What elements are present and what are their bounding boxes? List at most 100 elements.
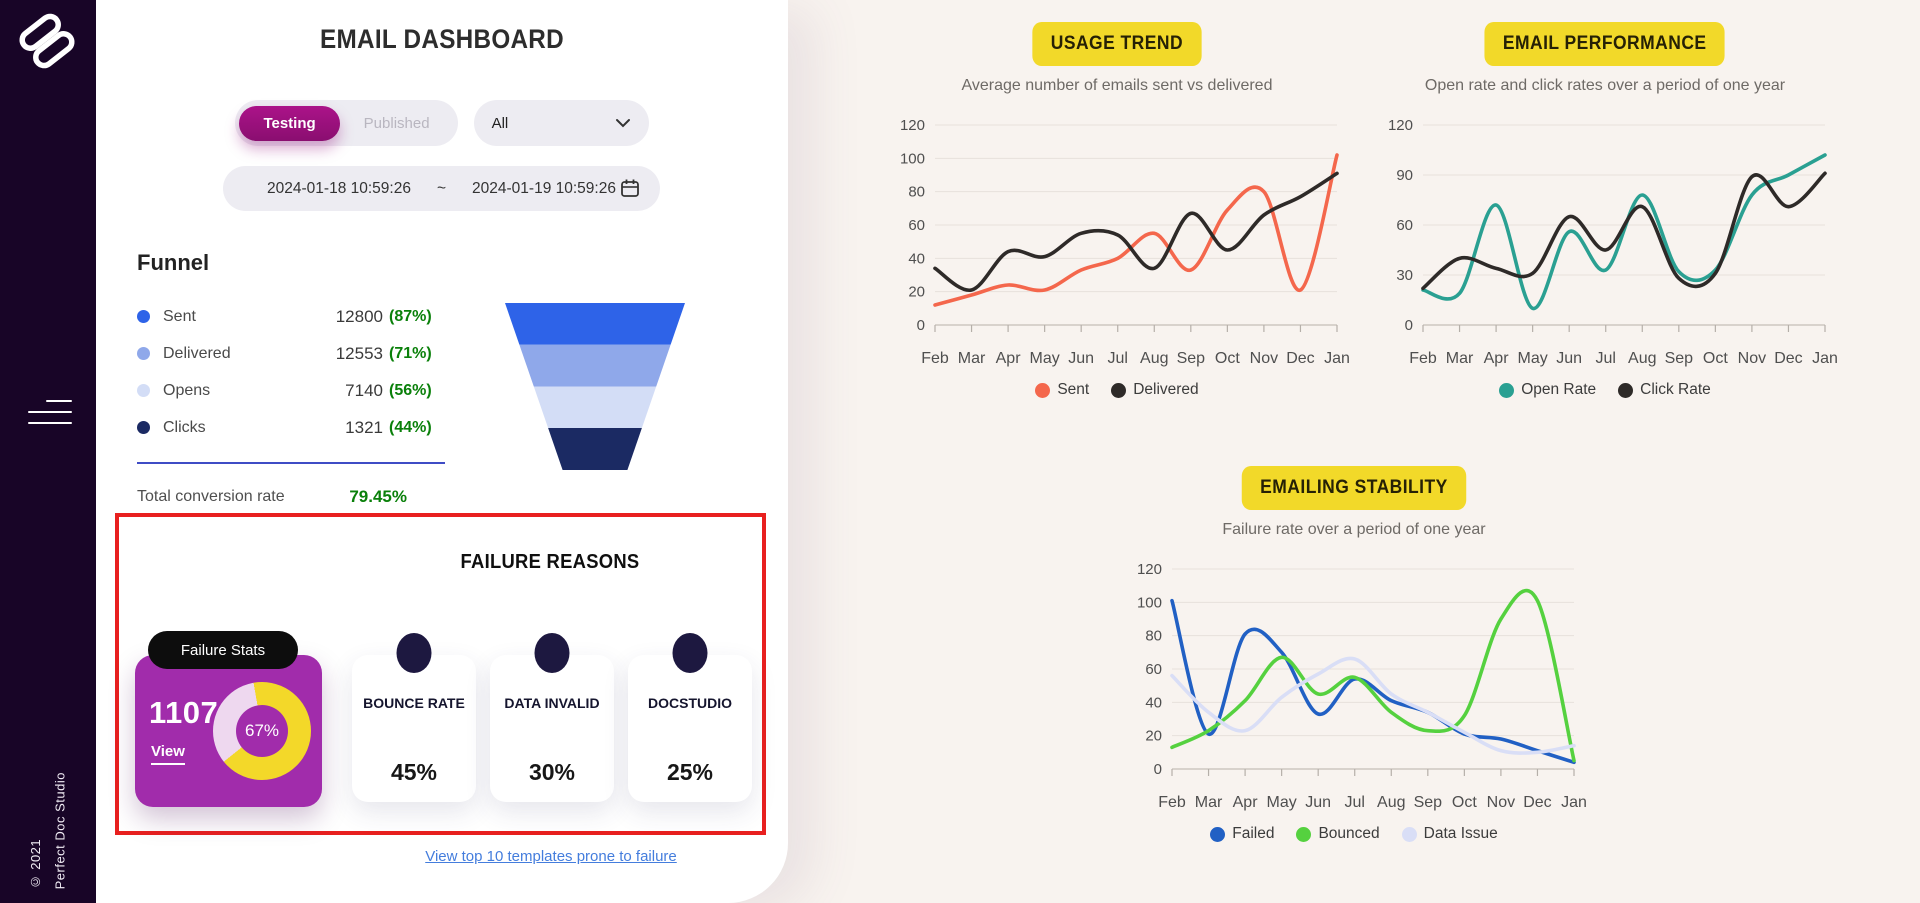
reason-card-data-invalid: DATA INVALID 30%	[490, 633, 614, 802]
failure-reasons-highlight-box: FAILURE REASONS Failure Stats 1107 View …	[115, 513, 766, 835]
svg-text:0: 0	[1405, 317, 1413, 334]
legend-label: Sent	[1057, 381, 1090, 398]
svg-text:120: 120	[900, 117, 925, 134]
svg-text:Apr: Apr	[1233, 794, 1259, 811]
total-conversion-value: 79.45%	[349, 487, 407, 506]
failure-reasons-title: FAILURE REASONS	[460, 551, 640, 573]
date-range-input[interactable]: 2024-01-18 10:59:26 ~ 2024-01-19 10:59:2…	[223, 166, 660, 211]
legend-label: Bounced	[1318, 825, 1380, 842]
legend-item-open-rate[interactable]: Open Rate	[1499, 381, 1596, 399]
svg-text:Jan: Jan	[1812, 350, 1837, 367]
svg-text:Jul: Jul	[1345, 794, 1365, 811]
legend-label: Failed	[1232, 825, 1275, 842]
legend-dot-icon	[1499, 382, 1515, 398]
usage-trend-chart-block: USAGE TREND Average number of emails sen…	[885, 22, 1349, 399]
svg-text:120: 120	[1388, 117, 1413, 134]
email-performance-badge: EMAIL PERFORMANCE	[1484, 22, 1726, 66]
svg-text:May: May	[1518, 350, 1548, 367]
reason-card-value: 45%	[390, 759, 438, 785]
legend-dot-icon	[1618, 382, 1634, 398]
legend-dot-icon	[1111, 382, 1127, 398]
reason-card-title: BOUNCE RATE	[363, 695, 465, 711]
view-link[interactable]: View	[151, 743, 185, 765]
legend-dot-icon	[1401, 826, 1417, 842]
funnel-divider	[137, 462, 445, 464]
legend-item-delivered[interactable]: Delivered	[1111, 381, 1199, 399]
clicks-dot-icon	[137, 421, 150, 434]
funnel-row-value: 12800	[335, 306, 383, 326]
reason-circle-icon	[396, 633, 432, 673]
reason-card-value: 25%	[666, 759, 714, 785]
legend-dot-icon	[1210, 826, 1226, 842]
date-separator: ~	[436, 179, 447, 197]
svg-text:Oct: Oct	[1452, 794, 1477, 811]
svg-text:Apr: Apr	[1484, 350, 1510, 367]
svg-text:Aug: Aug	[1377, 794, 1405, 811]
svg-text:100: 100	[1137, 594, 1162, 611]
funnel-row-percent: (87%)	[389, 307, 432, 325]
emailing-stability-legend: Failed Bounced Data Issue	[1122, 825, 1586, 843]
svg-text:Dec: Dec	[1286, 350, 1314, 367]
date-end: 2024-01-19 10:59:26	[472, 179, 616, 197]
svg-text:Nov: Nov	[1738, 350, 1766, 367]
funnel-row-value: 12553	[335, 343, 383, 363]
filters-row: Testing Published All	[96, 100, 788, 146]
email-performance-chart-svg: 0 30 60 90 120 Feb Mar Apr May Jun Jul Aug Sep Oct Nov…	[1388, 117, 1837, 367]
svg-text:Sep: Sep	[1665, 350, 1694, 367]
svg-text:Mar: Mar	[1446, 350, 1474, 367]
funnel-row-delivered: Delivered 12553 (71%)	[137, 335, 445, 372]
funnel-row-label: Sent	[163, 307, 196, 325]
funnel-row-clicks: Clicks 1321 (44%)	[137, 409, 445, 446]
emailing-stability-chart-svg: 0 20 40 60 80 100 120 Feb Mar Apr May Jun Jul Aug Sep O…	[1137, 561, 1586, 811]
funnel-row-percent: (44%)	[389, 418, 432, 436]
usage-trend-subtitle: Average number of emails sent vs deliver…	[961, 77, 1273, 94]
reason-circle-icon	[672, 633, 708, 673]
toggle-option-published[interactable]: Published	[363, 114, 430, 132]
svg-text:May: May	[1030, 350, 1060, 367]
funnel-chart	[505, 303, 685, 470]
svg-text:Jan: Jan	[1561, 794, 1586, 811]
funnel-row-percent: (71%)	[389, 344, 432, 362]
menu-icon[interactable]	[28, 400, 72, 424]
toggle-option-testing[interactable]: Testing	[239, 105, 340, 141]
legend-item-failed[interactable]: Failed	[1210, 825, 1274, 843]
svg-text:Apr: Apr	[996, 350, 1022, 367]
opens-dot-icon	[137, 384, 150, 397]
failure-stats-badge: Failure Stats	[148, 631, 298, 669]
legend-item-sent[interactable]: Sent	[1035, 381, 1089, 399]
funnel-row-percent: (56%)	[389, 381, 432, 399]
usage-trend-legend: Sent Delivered	[885, 381, 1349, 399]
delivered-dot-icon	[137, 347, 150, 360]
svg-text:Feb: Feb	[1409, 350, 1437, 367]
svg-text:Sep: Sep	[1177, 350, 1206, 367]
svg-text:Dec: Dec	[1774, 350, 1802, 367]
calendar-icon[interactable]	[620, 178, 640, 198]
legend-item-bounced[interactable]: Bounced	[1296, 825, 1380, 843]
svg-text:100: 100	[900, 150, 925, 167]
date-start: 2024-01-18 10:59:26	[267, 179, 411, 197]
email-performance-subtitle: Open rate and click rates over a period …	[1424, 77, 1786, 94]
funnel-row-value: 7140	[345, 380, 383, 400]
svg-text:Sep: Sep	[1414, 794, 1443, 811]
view-top-templates-link[interactable]: View top 10 templates prone to failure	[425, 848, 677, 865]
svg-text:Jul: Jul	[1596, 350, 1616, 367]
svg-text:60: 60	[1145, 661, 1162, 678]
copyright-text: © 2021 Perfect Doc Studio	[28, 771, 68, 889]
svg-text:Jun: Jun	[1556, 350, 1582, 367]
svg-text:0: 0	[917, 317, 925, 334]
reason-card-title: DATA INVALID	[504, 695, 600, 711]
email-performance-chart-block: EMAIL PERFORMANCE Open rate and click ra…	[1373, 22, 1837, 399]
svg-text:30: 30	[1396, 267, 1413, 284]
svg-text:20: 20	[1145, 728, 1162, 745]
legend-item-click-rate[interactable]: Click Rate	[1618, 381, 1711, 399]
filter-dropdown[interactable]: All	[473, 100, 649, 146]
svg-text:80: 80	[908, 184, 925, 201]
funnel-row-opens: Opens 7140 (56%)	[137, 372, 445, 409]
perfect-doc-studio-logo	[19, 13, 75, 69]
legend-label: Click Rate	[1640, 381, 1711, 398]
svg-text:Jan: Jan	[1324, 350, 1349, 367]
legend-item-data-issue[interactable]: Data Issue	[1401, 825, 1498, 843]
svg-text:60: 60	[1396, 217, 1413, 234]
email-dashboard-panel: EMAIL DASHBOARD Testing Published All 20…	[96, 0, 788, 903]
email-performance-plot: 0 30 60 90 120 Feb Mar Apr May Jun Jul Aug Sep Oct Nov…	[1373, 111, 1837, 377]
